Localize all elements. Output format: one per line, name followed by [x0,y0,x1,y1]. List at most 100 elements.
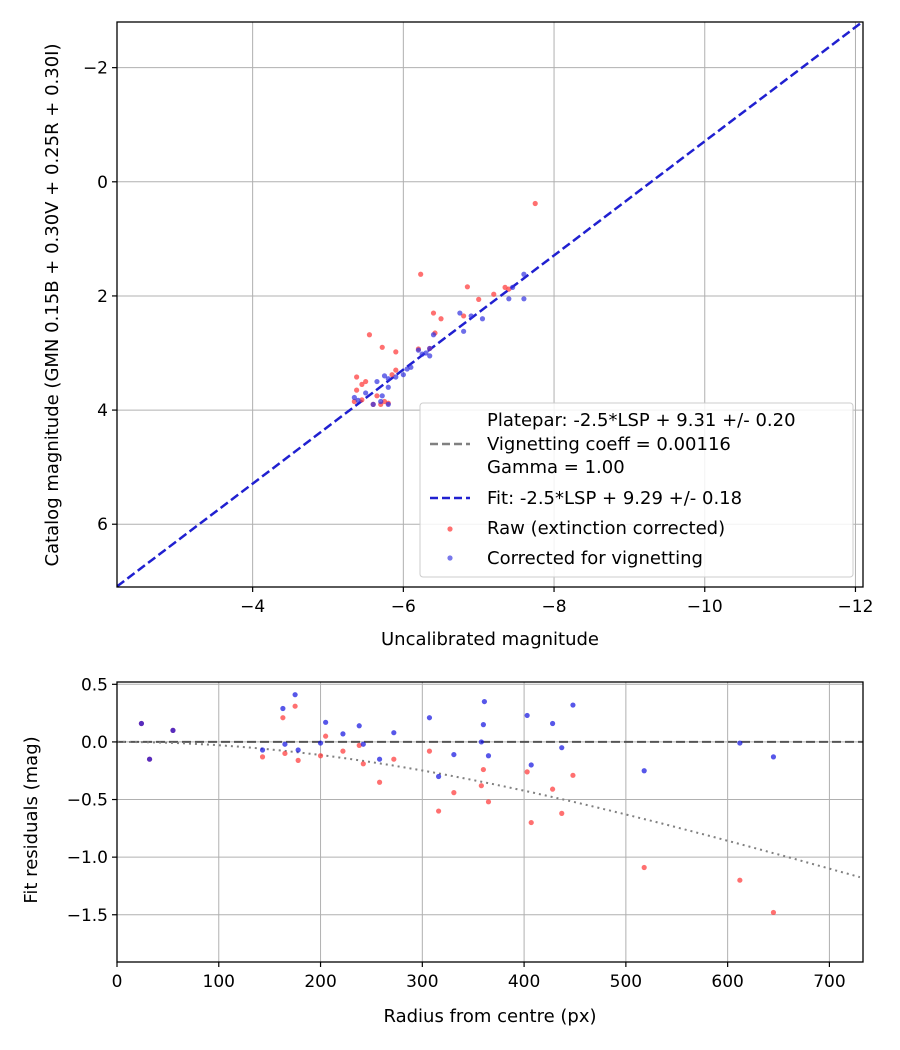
corrected-point [461,328,467,334]
corrected-point [510,284,516,290]
corrected-point [323,719,329,725]
corrected-point [376,756,383,762]
raw-point [323,733,329,739]
corrected-point [430,332,437,338]
plot-frame [116,681,864,963]
corrected-point [427,353,433,359]
x-axis-label: Radius from centre (px) [383,1006,596,1027]
raw-point [480,766,486,773]
raw-point [280,715,286,721]
corrected-point [374,378,380,385]
raw-point [570,772,576,778]
corrected-point [468,313,474,319]
corrected-point [524,712,530,719]
raw-point [359,381,365,387]
raw-point [366,332,373,338]
legend-platepar-line1: Platepar: -2.5*LSP + 9.31 +/- 0.20 [487,410,796,431]
raw-point [282,750,288,757]
corrected-point [282,741,288,747]
corrected-point [770,754,777,760]
corrected-point [641,768,647,774]
raw-point [379,344,385,350]
legend-raw-swatch [447,526,453,532]
corrected-point [393,374,399,380]
corrected-point [559,745,565,751]
raw-point [476,296,482,302]
corrected-point [340,731,346,737]
corrected-point [295,747,301,753]
raw-point [292,703,298,709]
corrected-point [404,366,410,372]
corrected-point [356,723,362,729]
corrected-point [360,741,366,747]
raw-point [393,367,399,373]
raw-point [549,786,556,792]
corrected-point [379,393,385,399]
corrected-point [385,401,391,407]
corrected-point [485,753,492,759]
y-tick-label: 4 [97,401,108,421]
y-tick-label: 0.0 [81,733,108,753]
corrected-point [385,384,391,390]
legend-platepar-line2: Vignetting coeff = 0.00116 [487,434,731,455]
raw-point [436,808,442,814]
residuals-plot: 0 100 200 300 400 500 600 700 0.5 0.0 −0.5 −1.0 −1.… [21,675,864,1027]
raw-point [374,393,380,399]
corrected-point [481,698,488,705]
raw-point [461,313,467,319]
raw-point [451,790,457,796]
corrected-point [549,720,556,727]
corrected-point [351,394,357,401]
y-tick-label: 2 [97,287,108,307]
corrected-point [381,373,388,379]
raw-point [438,316,444,322]
x-tick-label: −10 [687,597,723,617]
corrected-point [415,347,422,353]
corrected-point [457,310,463,316]
raw-point [393,349,399,355]
corrected-point [391,730,397,736]
corrected-point [480,722,486,728]
raw-point [418,271,424,277]
raw-point [389,372,395,378]
raw-point [354,374,360,380]
raw-point [376,779,383,785]
corrected-point [292,692,298,698]
legend-fit-text: Fit: -2.5*LSP + 9.29 +/- 0.18 [487,488,742,509]
raw-point [491,291,497,297]
corrected-point [317,740,324,746]
y-tick-label: −2 [83,59,108,79]
raw-point [259,754,266,760]
corrected-point [478,739,484,745]
x-tick-label: −12 [838,597,874,617]
legend-raw-text: Raw (extinction corrected) [487,518,725,539]
raw-point [532,200,538,207]
y-tick-label: 0 [97,173,108,193]
corrected-points [351,271,527,407]
corrected-point [521,296,527,302]
corrected-point [426,715,433,721]
corrected-point [259,747,266,753]
x-axis-label: Uncalibrated magnitude [381,629,599,650]
x-tick-label: −4 [240,597,265,617]
corrected-point [400,372,406,378]
corrected-point [370,401,376,407]
x-tick-label: 600 [711,972,743,992]
corrected-point [737,740,743,746]
raw-point [317,753,324,759]
x-tick-label: 700 [813,972,845,992]
raw-point [340,748,346,754]
corrected-point [138,720,145,727]
plot-frame [116,21,864,588]
raw-point [641,864,647,871]
x-tick-label: −6 [391,597,416,617]
corrected-point [427,345,433,352]
raw-point [464,284,470,290]
y-tick-label: 0.5 [81,675,108,695]
raw-point [356,742,362,748]
raw-point [485,799,492,805]
raw-point [770,909,777,916]
raw-point [528,819,534,826]
corrected-point [436,773,442,780]
